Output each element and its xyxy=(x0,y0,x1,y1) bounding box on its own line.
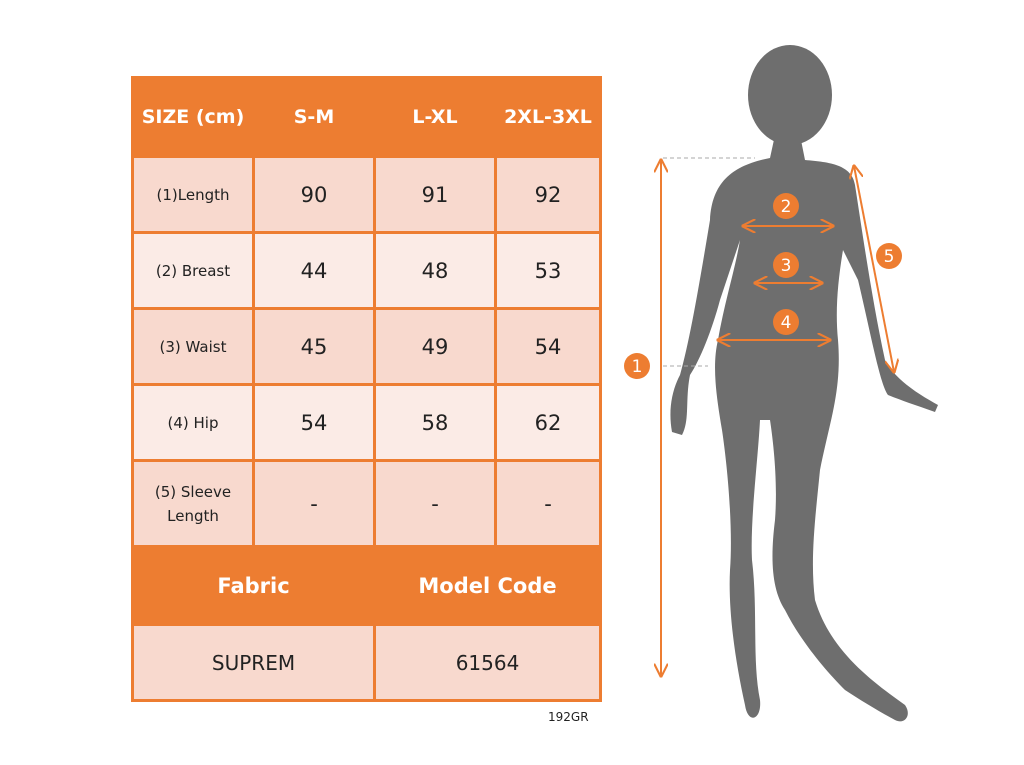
cell: 90 xyxy=(252,155,376,234)
header-s-m: S-M xyxy=(252,76,376,158)
header-size: SIZE (cm) xyxy=(131,76,255,158)
model-code-header: Model Code xyxy=(373,545,602,626)
fabric-header: Fabric xyxy=(131,545,376,626)
cell: 49 xyxy=(373,307,497,386)
marker-3: 3 xyxy=(781,256,792,276)
marker-4: 4 xyxy=(781,313,792,333)
cell: - xyxy=(494,459,602,548)
silhouette xyxy=(670,45,938,722)
cell: 53 xyxy=(494,231,602,310)
marker-badges xyxy=(624,193,902,379)
measurement-lines xyxy=(661,160,894,676)
size-table: SIZE (cm) S-M L-XL 2XL-3XL (1)Length 90 … xyxy=(131,76,602,702)
row-label: (3) Waist xyxy=(131,307,255,386)
header-l-xl: L-XL xyxy=(373,76,497,158)
marker-2: 2 xyxy=(781,197,792,217)
row-label: (5) Sleeve Length xyxy=(131,459,255,548)
row-label: (1)Length xyxy=(131,155,255,234)
product-code: 192GR xyxy=(548,710,589,724)
footer-header-row: Fabric Model Code xyxy=(131,545,602,626)
row-label: (4) Hip xyxy=(131,383,255,462)
sleeve-arrow xyxy=(854,166,894,372)
model-code-value: 61564 xyxy=(373,623,602,702)
table-row: (5) Sleeve Length - - - xyxy=(131,459,602,548)
cell: 62 xyxy=(494,383,602,462)
cell: - xyxy=(252,459,376,548)
cell: 48 xyxy=(373,231,497,310)
marker-1: 1 xyxy=(632,357,643,377)
cell: 92 xyxy=(494,155,602,234)
table-row: (3) Waist 45 49 54 xyxy=(131,307,602,386)
cell: 45 xyxy=(252,307,376,386)
marker-5: 5 xyxy=(884,247,895,267)
cell: 58 xyxy=(373,383,497,462)
table-row: (2) Breast 44 48 53 xyxy=(131,231,602,310)
header-2xl-3xl: 2XL-3XL xyxy=(494,76,602,158)
cell: 91 xyxy=(373,155,497,234)
table-header-row: SIZE (cm) S-M L-XL 2XL-3XL xyxy=(131,76,602,158)
cell: 54 xyxy=(252,383,376,462)
cell: 44 xyxy=(252,231,376,310)
table-row: (4) Hip 54 58 62 xyxy=(131,383,602,462)
cell: 54 xyxy=(494,307,602,386)
fabric-value: SUPREM xyxy=(131,623,376,702)
table-row: (1)Length 90 91 92 xyxy=(131,155,602,234)
row-label: (2) Breast xyxy=(131,231,255,310)
cell: - xyxy=(373,459,497,548)
footer-value-row: SUPREM 61564 xyxy=(131,623,602,702)
